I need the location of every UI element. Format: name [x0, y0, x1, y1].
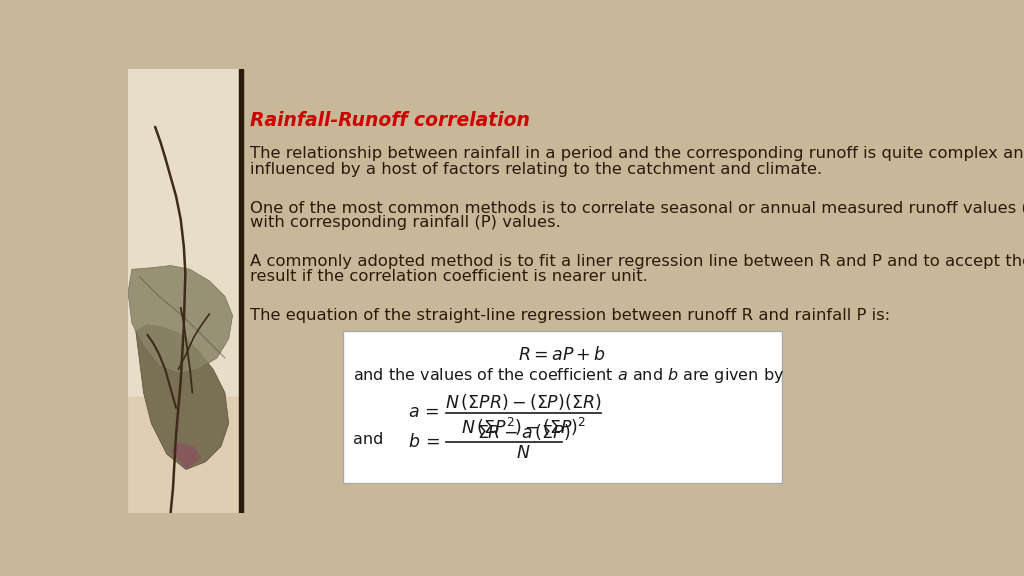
- Text: with corresponding rainfall (P) values.: with corresponding rainfall (P) values.: [251, 215, 561, 230]
- Text: $b\,=$: $b\,=$: [408, 433, 439, 451]
- Bar: [239, 69, 243, 513]
- Text: The equation of the straight-line regression between runoff R and rainfall P is:: The equation of the straight-line regres…: [251, 308, 891, 323]
- Text: $\Sigma R-a\,(\Sigma P)$: $\Sigma R-a\,(\Sigma P)$: [476, 422, 570, 442]
- Bar: [128, 69, 239, 513]
- Text: $a\,=$: $a\,=$: [408, 404, 439, 421]
- Text: A commonly adopted method is to fit a liner regression line between R and P and : A commonly adopted method is to fit a li…: [251, 254, 1024, 269]
- Text: and: and: [352, 432, 383, 447]
- Text: The relationship between rainfall in a period and the corresponding runoff is qu: The relationship between rainfall in a p…: [251, 146, 1024, 161]
- Text: One of the most common methods is to correlate seasonal or annual measured runof: One of the most common methods is to cor…: [251, 200, 1024, 215]
- Text: $N\,(\Sigma P^2)-(\Sigma P)^2$: $N\,(\Sigma P^2)-(\Sigma P)^2$: [461, 416, 586, 438]
- Text: Rainfall-Runoff correlation: Rainfall-Runoff correlation: [251, 112, 530, 131]
- Polygon shape: [171, 442, 202, 469]
- Text: and the values of the coefficient $a$ and $b$ are given by: and the values of the coefficient $a$ an…: [352, 366, 784, 385]
- FancyBboxPatch shape: [343, 331, 782, 483]
- Polygon shape: [128, 266, 232, 373]
- Bar: [128, 397, 239, 513]
- Text: result if the correlation coefficient is nearer unit.: result if the correlation coefficient is…: [251, 270, 648, 285]
- Text: $R = aP + b$: $R = aP + b$: [518, 346, 606, 363]
- Text: $N$: $N$: [516, 445, 530, 462]
- Text: $N\,(\Sigma PR)-(\Sigma P)(\Sigma R)$: $N\,(\Sigma PR)-(\Sigma P)(\Sigma R)$: [445, 392, 601, 412]
- Polygon shape: [136, 325, 228, 469]
- Text: influenced by a host of factors relating to the catchment and climate.: influenced by a host of factors relating…: [251, 161, 822, 176]
